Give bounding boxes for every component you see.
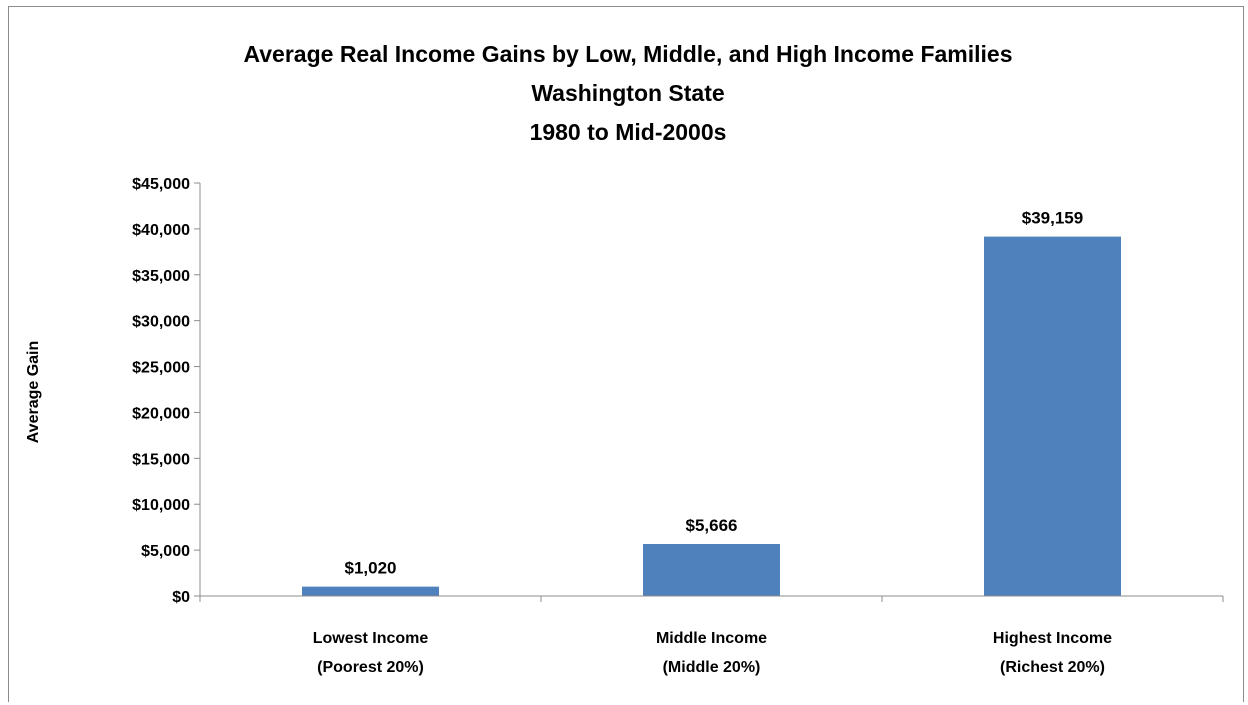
y-tick-label: $15,000: [132, 451, 190, 468]
data-labels: $1,020 $5,666 $39,159: [345, 209, 1084, 578]
x-category-label: Highest Income: [993, 630, 1112, 647]
axes: [194, 182, 1224, 602]
y-tick-label: $5,000: [141, 543, 190, 560]
bar: [984, 236, 1121, 596]
chart-title-line-2: Washington State: [531, 80, 724, 106]
bar: [643, 543, 780, 596]
x-axis-categories: Lowest Income (Poorest 20%) Middle Income (…: [313, 630, 1112, 676]
y-tick-label: $45,000: [132, 176, 190, 193]
x-category-label: (Middle 20%): [663, 659, 761, 676]
chart-title-line-3: 1980 to Mid-2000s: [530, 119, 727, 145]
chart-title-line-1: Average Real Income Gains by Low, Middle…: [244, 41, 1013, 67]
x-category-label: (Poorest 20%): [317, 659, 424, 676]
y-tick-label: $35,000: [132, 268, 190, 285]
y-axis-label: Average Gain: [25, 341, 42, 444]
y-tick-label: $30,000: [132, 314, 190, 331]
data-label: $1,020: [345, 559, 397, 578]
y-tick-label: $0: [172, 589, 190, 606]
data-label: $39,159: [1022, 209, 1083, 228]
chart-title: Average Real Income Gains by Low, Middle…: [244, 41, 1013, 145]
bars: [302, 236, 1121, 596]
y-tick-label: $25,000: [132, 360, 190, 377]
x-category-label: (Richest 20%): [1000, 659, 1105, 676]
bar: [302, 586, 439, 596]
chart-frame: [8, 6, 1244, 702]
x-category-label: Lowest Income: [313, 630, 429, 647]
y-tick-label: $40,000: [132, 222, 190, 239]
y-tick-label: $20,000: [132, 405, 190, 422]
data-label: $5,666: [686, 516, 738, 535]
x-category-label: Middle Income: [656, 630, 767, 647]
y-tick-label: $10,000: [132, 497, 190, 514]
y-axis-ticks: $0 $5,000 $10,000 $15,000 $20,000 $25,000 $30,…: [132, 176, 190, 606]
